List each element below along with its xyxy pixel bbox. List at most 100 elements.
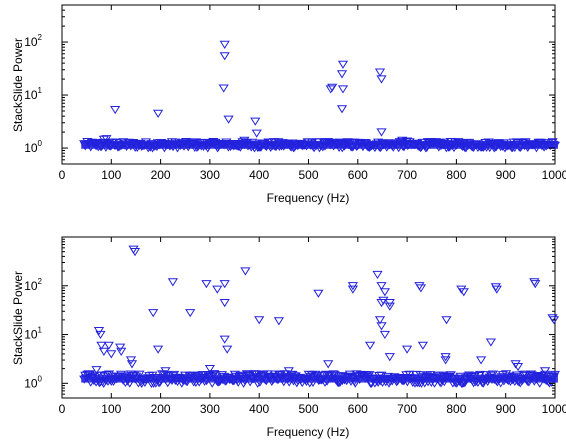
outlier-point [401,137,413,146]
chart-panel-bottom: 0 100 200 300 400 500 600 700 800 900 1000 1001011… [11,236,566,439]
outlier-point [337,85,349,94]
x-tick-label: 400 [249,168,269,182]
outlier-point [539,367,551,376]
outlier-point [440,356,451,365]
x-tick-label: 400 [249,402,269,416]
noise-point [103,370,115,379]
outlier-point [219,52,230,61]
x-tick-label: 500 [298,168,318,182]
outlier-point [115,343,126,352]
outlier-point [240,267,251,276]
outlier-point [148,309,159,318]
y-tick-label: 101 [24,86,42,102]
outlier-point [376,128,387,137]
y-tick-exponent: 1 [38,326,43,335]
y-tick-label: 102 [24,33,42,49]
outlier-point [384,302,395,311]
outlier-point [548,316,560,325]
outlier-point [91,366,102,375]
x-tick-label: 200 [151,168,171,182]
outlier-point [106,350,117,359]
outlier-point [167,278,179,287]
noise-point [487,370,499,379]
outlier-point [512,363,524,372]
y-tick-exponent: 0 [38,374,43,383]
outlier-point [219,299,230,308]
x-axis-label: Frequency (Hz) [267,191,350,205]
y-tick-exponent: 2 [38,33,43,42]
x-tick-label: 800 [446,168,466,182]
outlier-point [273,317,285,326]
x-tick-label: 700 [397,168,417,182]
outlier-point [110,106,121,115]
x-tick-label: 700 [397,402,417,416]
outlier-point [222,345,233,354]
x-axis-ticks: 0 100 200 300 400 500 600 700 800 900 1000 [59,237,566,416]
x-tick-label: 1000 [542,402,566,416]
noise-point [134,370,145,379]
outlier-point [219,280,230,289]
outlier-point [364,341,376,350]
y-tick-label: 100 [24,139,42,155]
outlier-point [441,316,452,325]
outlier-point [250,117,261,126]
outlier-point [218,84,229,93]
outlier-point [491,285,502,294]
x-tick-label: 800 [446,402,466,416]
outlier-point [337,60,349,69]
outlier-point [223,115,234,124]
outlier-point [160,367,171,376]
outlier-point [415,284,427,293]
y-tick-exponent: 0 [38,139,43,148]
outlier-points [91,245,560,376]
outlier-point [129,248,141,257]
outlier-point [417,341,429,350]
outlier-point [379,330,391,340]
x-tick-label: 100 [101,168,121,182]
y-tick-exponent: 2 [38,277,43,286]
x-tick-label: 200 [151,402,171,416]
outlier-point [485,338,497,347]
x-tick-label: 900 [496,402,516,416]
x-tick-label: 300 [200,402,220,416]
outlier-point [336,105,348,114]
outlier-point [152,109,164,118]
outlier-point [103,341,114,350]
outlier-point [239,136,250,145]
y-tick-label: 102 [24,277,42,293]
outlier-point [336,70,348,79]
outlier-point [401,345,413,354]
outlier-point [95,330,106,340]
x-tick-label: 500 [298,402,318,416]
outlier-point [212,285,223,294]
outlier-point [185,309,196,318]
x-tick-label: 600 [348,402,368,416]
outlier-point [376,299,387,308]
outlier-point [372,270,383,280]
outlier-point [379,288,391,297]
outlier-point [530,280,541,289]
outlier-point [313,289,324,298]
y-tick-label: 101 [24,326,42,342]
outlier-point [116,347,127,356]
outlier-point [376,75,387,84]
outlier-point [98,135,109,145]
outlier-point [384,353,395,362]
outlier-point [510,360,521,369]
outlier-point [283,367,294,376]
y-tick-exponent: 1 [38,86,43,95]
outlier-point [251,129,262,138]
outlier-point [152,345,164,354]
outlier-points [98,40,413,146]
x-tick-label: 900 [496,168,516,182]
chart-panel-top: 0 100 200 300 400 500 600 700 800 900 1000 1001011… [11,4,566,205]
outlier-point [96,341,107,350]
y-tick-label: 100 [24,374,42,390]
outlier-point [128,245,139,254]
outlier-point [126,360,138,369]
x-tick-label: 300 [200,168,220,182]
outlier-point [374,316,386,325]
outlier-point [204,365,216,374]
y-axis-label: StackSlide Power [11,271,25,365]
